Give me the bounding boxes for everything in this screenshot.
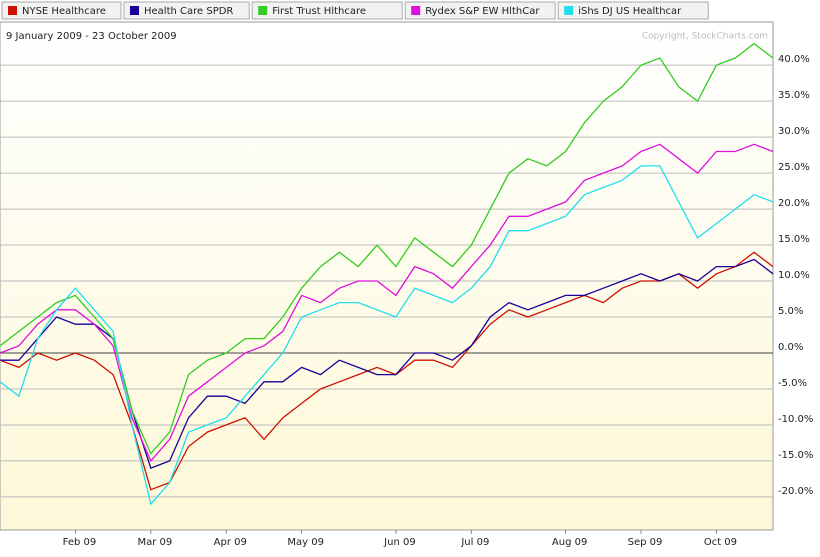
series-line xyxy=(0,143,774,463)
legend-tab xyxy=(404,1,556,20)
x-tick-label: Sep 09 xyxy=(628,537,663,548)
x-tick-label: Jun 09 xyxy=(383,537,416,548)
y-tick-label: 40.0% xyxy=(778,54,810,65)
y-tick-label: -10.0% xyxy=(778,414,813,425)
y-tick-label: 0.0% xyxy=(778,342,803,353)
legend-swatch xyxy=(130,6,139,15)
copyright: Copyright, StockCharts.com xyxy=(642,32,768,42)
legend-swatch xyxy=(8,6,17,15)
y-tick-label: 15.0% xyxy=(778,234,810,245)
y-tick-label: 5.0% xyxy=(778,306,803,317)
legend-swatch xyxy=(258,6,268,15)
y-tick-label: 25.0% xyxy=(778,162,810,173)
legend: NYSE Healthcare Health Care SPDR First Tru… xyxy=(1,1,709,20)
subtitle: 9 January 2009 - 23 October 2009 xyxy=(6,31,177,42)
legend-tab xyxy=(557,1,709,20)
legend-tab xyxy=(123,1,250,20)
x-tick-label: May 09 xyxy=(287,537,324,548)
series-line xyxy=(0,165,774,506)
y-tick-label: 30.0% xyxy=(778,126,810,137)
x-tick-label: Oct 09 xyxy=(704,537,737,548)
x-tick-label: Jul 09 xyxy=(460,537,489,548)
legend-label: NYSE Healthcare xyxy=(22,6,106,17)
y-tick-label: 35.0% xyxy=(778,90,810,101)
legend-swatch xyxy=(564,6,574,15)
legend-label: Health Care SPDR xyxy=(144,6,233,17)
series-line xyxy=(0,42,774,455)
legend-label: iShs DJ US Healthcar xyxy=(578,6,682,17)
series-line xyxy=(0,251,774,491)
x-tick-label: Aug 09 xyxy=(552,537,587,548)
y-tick-label: -15.0% xyxy=(778,450,813,461)
y-tick-label: 10.0% xyxy=(778,270,810,281)
y-tick-label: 20.0% xyxy=(778,198,810,209)
legend-tab xyxy=(1,1,122,20)
x-tick-label: Feb 09 xyxy=(63,537,97,548)
legend-swatch xyxy=(411,6,421,15)
legend-tab xyxy=(251,1,403,20)
legend-label: First Trust Hlthcare xyxy=(272,6,366,17)
x-tick-label: Mar 09 xyxy=(137,537,172,548)
legend-label: Rydex S&P EW HlthCar xyxy=(425,6,540,17)
y-tick-label: -20.0% xyxy=(778,486,813,497)
x-tick-label: Apr 09 xyxy=(214,537,247,548)
y-tick-label: -5.0% xyxy=(778,378,807,389)
plot-area xyxy=(0,21,774,531)
